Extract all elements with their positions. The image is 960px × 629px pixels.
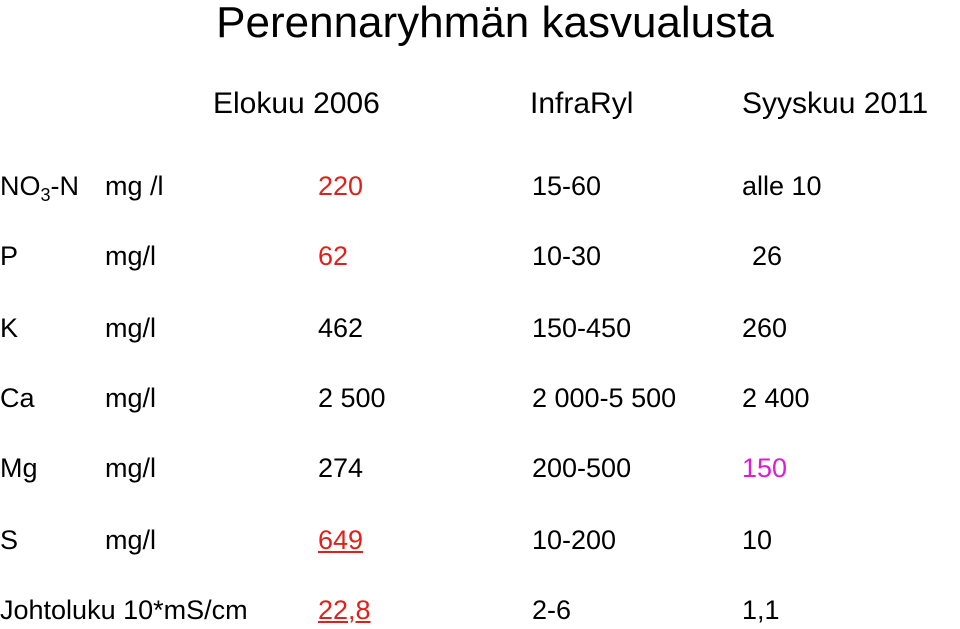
cell: 220 — [318, 171, 364, 201]
cell: 15-60 — [532, 171, 602, 201]
cell: 2 500 — [318, 383, 386, 413]
column-header: Elokuu 2006 — [213, 87, 380, 120]
label-text: -N — [50, 171, 80, 201]
cell: 150-450 — [532, 313, 632, 343]
cell: 260 — [742, 313, 788, 343]
row-label: S — [0, 525, 19, 555]
slide-title: Perennaryhmän kasvualusta — [216, 0, 774, 47]
label-subscript: 3 — [40, 185, 51, 205]
row-label: NO3-N — [0, 169, 80, 205]
cell: 10-30 — [532, 241, 602, 271]
unit: mg/l — [105, 453, 157, 483]
label-text: NO — [0, 171, 41, 201]
cell: 200-500 — [532, 453, 632, 483]
cell: 10-200 — [532, 525, 617, 555]
unit: mg/l — [105, 383, 157, 413]
row-label: Johtoluku 10*mS/cm — [0, 595, 248, 625]
cell: 2 000-5 500 — [532, 383, 677, 413]
cell: 2-6 — [532, 595, 572, 625]
unit: mg/l — [105, 313, 157, 343]
row-label: Ca — [0, 383, 35, 413]
unit: mg /l — [105, 171, 164, 201]
cell: 274 — [318, 453, 364, 483]
row-label: K — [0, 313, 19, 343]
unit: mg/l — [105, 525, 157, 555]
cell: 22,8 — [318, 595, 371, 625]
cell: 2 400 — [742, 383, 810, 413]
cell: alle 10 — [742, 171, 822, 201]
row-label: P — [0, 241, 19, 271]
column-header: InfraRyl — [530, 87, 634, 120]
column-header: Syyskuu 2011 — [742, 87, 929, 120]
cell: 10 — [742, 525, 773, 555]
row-label: Mg — [0, 453, 38, 483]
cell: 649 — [318, 525, 364, 555]
cell: 150 — [742, 453, 788, 483]
unit: mg/l — [105, 241, 157, 271]
cell: 462 — [318, 313, 364, 343]
cell: 62 — [318, 241, 349, 271]
cell: 1,1 — [742, 595, 780, 625]
cell: 26 — [752, 241, 783, 271]
